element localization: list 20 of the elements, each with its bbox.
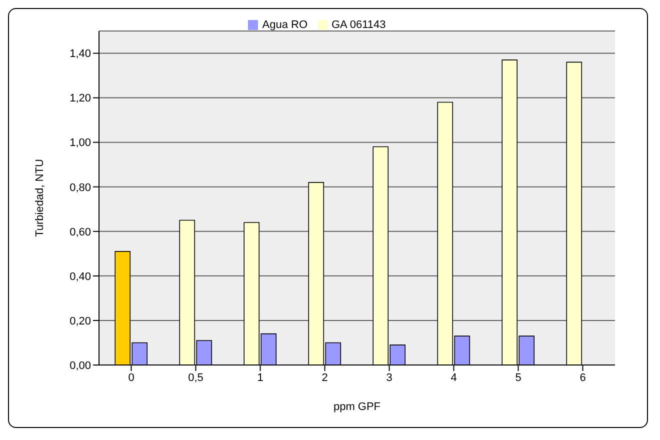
y-tick-label: 0,60: [70, 226, 91, 238]
x-tick-label: 2: [322, 372, 328, 384]
x-axis-title: ppm GPF: [333, 401, 381, 413]
y-tick-label: 1,40: [70, 48, 91, 60]
legend-label: GA 061143: [332, 19, 386, 31]
x-tick-label: 6: [580, 372, 586, 384]
x-tick-label: 4: [450, 372, 457, 384]
x-tick-label: 1: [257, 372, 264, 384]
y-tick-label: 0,40: [70, 270, 91, 283]
x-tick-label: 0: [128, 372, 134, 384]
legend-label: Agua RO: [262, 19, 308, 31]
y-tick-label: 1,00: [70, 137, 91, 150]
y-tick-label: 1,20: [70, 92, 91, 105]
y-tick-label: 0,00: [70, 360, 91, 372]
x-tick-label: 0,5: [188, 372, 204, 384]
x-tick-label: 5: [515, 372, 522, 384]
y-axis-title: Turbiedad, NTU: [34, 159, 46, 237]
y-tick-label: 0,20: [70, 315, 91, 328]
x-tick-label: 3: [386, 372, 392, 384]
y-tick-label: 0,80: [70, 182, 91, 194]
